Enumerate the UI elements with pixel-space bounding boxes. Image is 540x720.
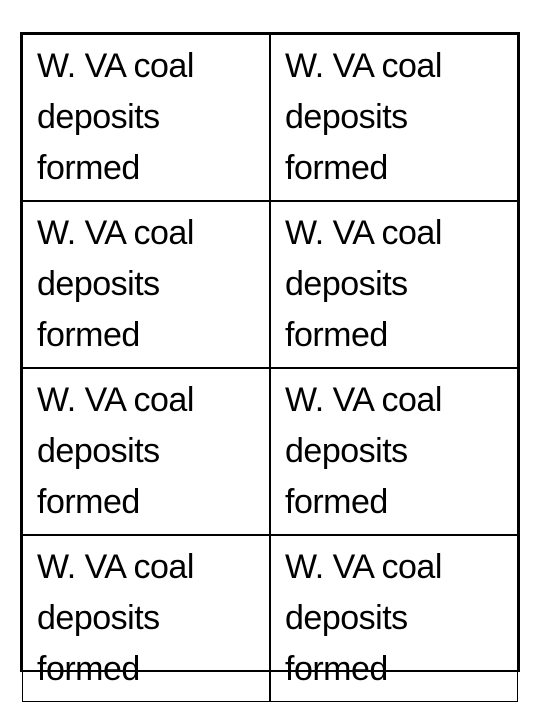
cell-line: deposits [285,259,507,310]
table-cell: W. VA coal deposits formed [22,201,270,368]
table-cell: W. VA coal deposits formed [22,535,270,702]
table-cell: W. VA coal deposits formed [22,34,270,201]
cell-line: W. VA coal [285,208,507,259]
cell-line: formed [285,477,507,528]
cell-line: deposits [37,593,259,644]
cell-line: W. VA coal [285,375,507,426]
table-cell: W. VA coal deposits formed [270,34,518,201]
cell-line: W. VA coal [37,542,259,593]
cell-line: W. VA coal [37,375,259,426]
cell-line: deposits [37,259,259,310]
cell-line: formed [285,310,507,361]
cell-line: deposits [285,92,507,143]
table-cell: W. VA coal deposits formed [270,368,518,535]
table-cell: W. VA coal deposits formed [22,368,270,535]
label-grid: W. VA coal deposits formed W. VA coal de… [20,32,520,672]
cell-line: deposits [37,426,259,477]
cell-line: W. VA coal [37,41,259,92]
cell-line: formed [37,143,259,194]
cell-line: W. VA coal [285,41,507,92]
cell-line: deposits [285,426,507,477]
cell-line: W. VA coal [37,208,259,259]
cell-line: formed [37,644,259,695]
cell-line: formed [37,477,259,528]
cell-line: formed [37,310,259,361]
cell-line: W. VA coal [285,542,507,593]
cell-line: deposits [285,593,507,644]
cell-line: deposits [37,92,259,143]
cell-line: formed [285,143,507,194]
table-cell: W. VA coal deposits formed [270,201,518,368]
table-cell: W. VA coal deposits formed [270,535,518,702]
cell-line: formed [285,644,507,695]
